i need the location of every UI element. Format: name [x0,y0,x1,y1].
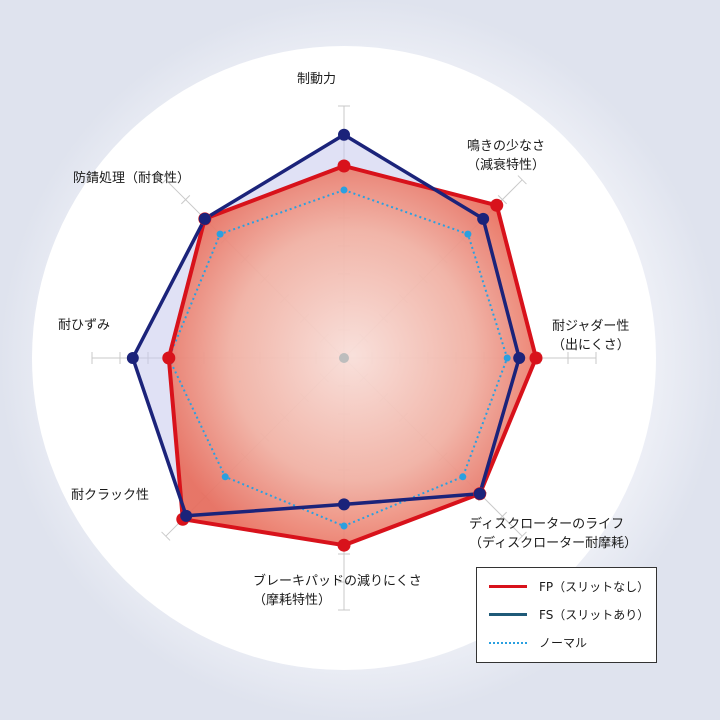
axis-tick [497,195,507,205]
data-point-fs [513,352,526,364]
axis-label: ディスクローターのライフ （ディスクローター耐摩耗） [469,515,637,553]
legend-label-fp: FP（スリットなし） [539,580,650,594]
data-point-fs [180,509,193,522]
legend-label-normal: ノーマル [539,636,588,650]
data-point-fp [162,351,176,365]
axis-label: 制動力 [297,70,336,89]
data-point-normal [340,522,348,530]
series-layer [126,128,543,552]
axis-label-line: 制動力 [297,72,337,87]
series-area-fp [168,166,537,546]
legend-swatch-fs [489,613,527,616]
axis-label-line: （摩耗特性） [253,593,332,608]
legend-item-normal: ノーマル [489,634,587,651]
axis-tick [181,195,191,205]
axis-label-line: （出にくさ） [552,338,630,353]
data-point-fp [337,159,351,173]
data-point-fs [198,212,211,225]
axis-label: ブレーキパッドの減りにくさ （摩耗特性） [253,572,422,610]
data-point-normal [221,473,229,481]
axis-label: 耐ひずみ [58,316,110,335]
data-point-fs [477,212,490,225]
axis-tick [517,175,527,185]
data-point-fs [338,498,350,511]
data-point-normal [459,473,467,481]
legend-swatch-fp [489,585,527,588]
legend: FP（スリットなし） FS（スリットあり） ノーマル [476,567,657,663]
axis-label: 耐クラック性 [71,486,149,505]
axis-label-line: 耐ジャダー性 [552,319,630,334]
legend-label-fs: FS（スリットあり） [539,608,650,622]
axis-label-line: 防錆処理（耐食性） [73,171,191,186]
axis-label-line: ディスクローターのライフ [469,517,625,532]
data-point-fs [338,128,350,141]
data-point-normal [216,230,224,238]
data-point-fp [490,198,504,212]
axis-tick [161,531,171,541]
axis-label: 防錆処理（耐食性） [73,169,190,188]
axis-label-line: （減衰特性） [467,158,546,173]
chart-center [339,353,349,363]
axis-label-line: 耐ひずみ [58,318,111,333]
axis-tick [161,175,171,185]
data-point-fs [126,352,139,364]
data-point-normal [464,230,472,238]
axis-tick [517,531,527,541]
axis-label: 鳴きの少なさ （減衰特性） [467,137,545,175]
data-point-fp [529,351,543,365]
legend-item-fs: FS（スリットあり） [489,606,649,623]
axis-label-line: （ディスクローター耐摩耗） [469,536,638,551]
axis-label-line: 鳴きの少なさ [467,139,546,154]
data-point-normal [340,186,348,194]
axis-label-line: ブレーキパッドの減りにくさ [253,574,422,589]
axis-tick [497,511,507,521]
legend-swatch-normal [489,641,527,644]
axis-label: 耐ジャダー性 （出にくさ） [552,317,630,355]
legend-item-fp: FP（スリットなし） [489,578,649,595]
data-point-normal [503,354,511,362]
axis-label-line: 耐クラック性 [71,488,150,503]
data-point-fs [473,487,486,500]
data-point-fp [337,538,351,552]
